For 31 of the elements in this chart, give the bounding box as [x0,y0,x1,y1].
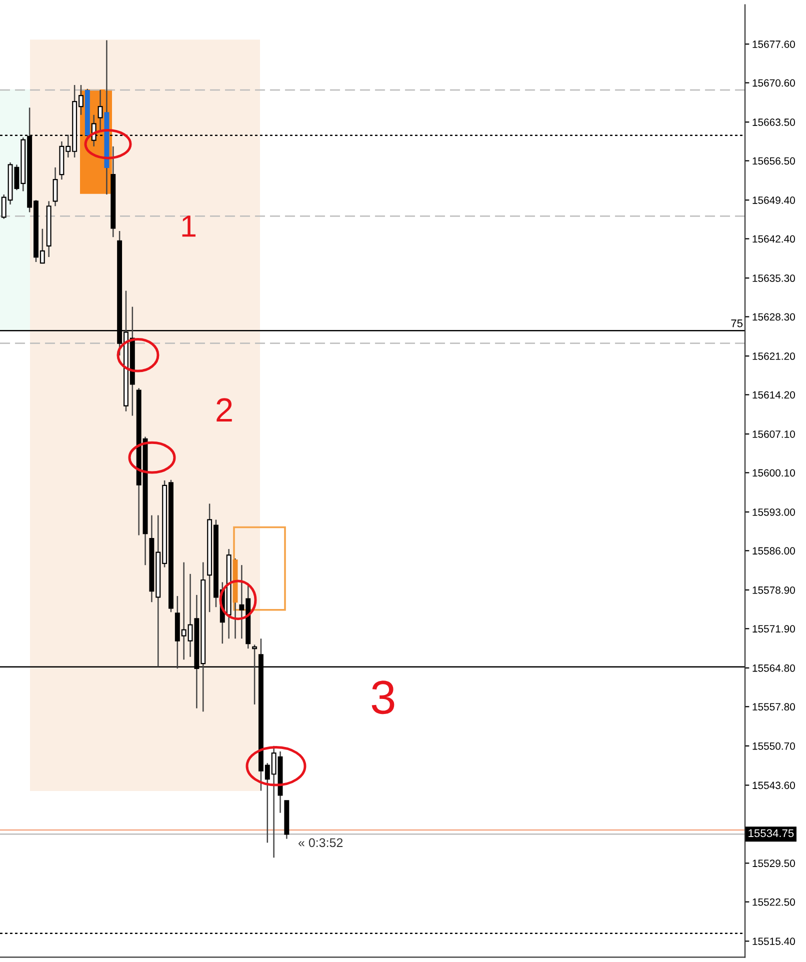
y-tick-label: 15515.40 [752,938,795,946]
y-tick-label: 15564.80 [752,664,795,672]
y-tick-label: 15578.90 [752,586,795,594]
y-tick-label: 15593.00 [752,508,795,516]
y-tick-label: 15677.60 [752,40,795,48]
y-tick-label: 15649.40 [752,196,795,204]
y-tick-label: 15600.10 [752,469,795,477]
y-tick-label: 15670.60 [752,79,795,87]
y-tick-label: 15522.50 [752,898,795,906]
y-tick-label: 15571.90 [752,625,795,633]
candlestick [52,166,58,207]
annotation: « 0:3:52 [298,838,343,848]
y-tick-label: 15614.20 [752,391,795,399]
y-tick-label: 15586.00 [752,547,795,555]
y-tick-label: 15529.50 [752,860,795,868]
ref-line-label: 15534.75 [748,829,794,838]
annotation: 75 [731,319,743,328]
y-tick-label: 15663.50 [752,118,795,126]
y-tick-label: 15543.60 [752,782,795,790]
y-tick-label: 15628.30 [752,313,795,321]
annotation: 1 [182,216,196,237]
y-tick-label: 15607.10 [752,430,795,438]
y-tick-label: 15621.20 [752,352,795,360]
y-tick-label: 15656.50 [752,157,795,165]
y-tick-label: 15642.40 [752,235,795,243]
annotation: 3 [372,680,394,714]
annotation: 2 [216,398,232,422]
y-tick-label: 15635.30 [752,274,795,282]
candlestick [98,89,103,132]
y-tick-label: 15557.80 [752,703,795,711]
y-tick-label: 15550.70 [752,742,795,750]
